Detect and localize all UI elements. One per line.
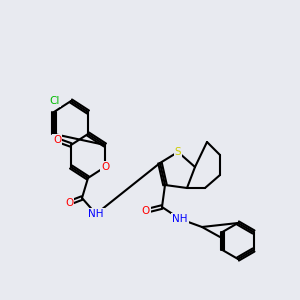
Text: NH: NH <box>88 209 104 219</box>
Text: O: O <box>65 198 73 208</box>
Text: O: O <box>101 162 109 172</box>
Text: Cl: Cl <box>50 96 60 106</box>
Text: S: S <box>175 147 181 157</box>
Text: O: O <box>142 206 150 216</box>
Text: O: O <box>53 135 61 145</box>
Text: NH: NH <box>172 214 188 224</box>
